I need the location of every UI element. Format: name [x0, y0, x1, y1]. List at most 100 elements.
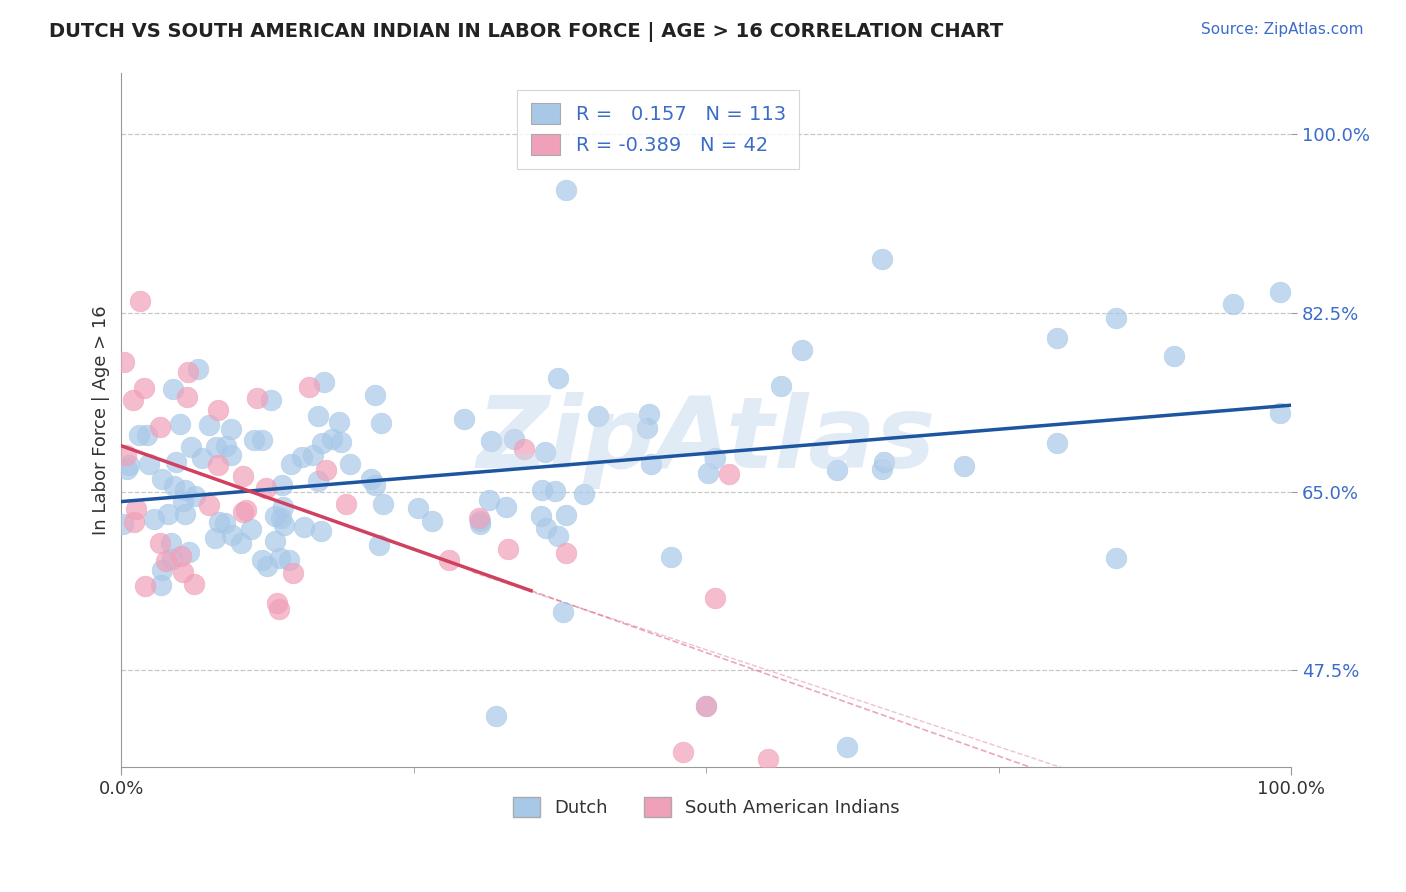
Point	[328, 415, 350, 429]
Point	[281, 566, 304, 580]
Point	[240, 523, 263, 537]
Point	[138, 457, 160, 471]
Point	[174, 507, 197, 521]
Point	[470, 514, 492, 528]
Point	[756, 752, 779, 766]
Point	[291, 450, 314, 464]
Point	[180, 440, 202, 454]
Point	[638, 407, 661, 421]
Point	[114, 449, 136, 463]
Point	[555, 183, 578, 197]
Point	[636, 421, 658, 435]
Point	[437, 553, 460, 567]
Point	[1222, 296, 1244, 310]
Point	[215, 439, 238, 453]
Point	[420, 514, 443, 528]
Point	[703, 591, 725, 606]
Point	[1163, 349, 1185, 363]
Point	[172, 493, 194, 508]
Point	[125, 502, 148, 516]
Point	[250, 553, 273, 567]
Point	[221, 528, 243, 542]
Point	[468, 511, 491, 525]
Point	[672, 745, 695, 759]
Point	[270, 511, 292, 525]
Text: DUTCH VS SOUTH AMERICAN INDIAN IN LABOR FORCE | AGE > 16 CORRELATION CHART: DUTCH VS SOUTH AMERICAN INDIAN IN LABOR …	[49, 22, 1004, 42]
Point	[263, 508, 285, 523]
Point	[294, 520, 316, 534]
Point	[485, 709, 508, 723]
Point	[309, 524, 332, 539]
Point	[183, 576, 205, 591]
Point	[149, 420, 172, 434]
Point	[112, 355, 135, 369]
Point	[547, 529, 569, 543]
Point	[174, 483, 197, 498]
Point	[260, 393, 283, 408]
Point	[953, 458, 976, 473]
Point	[128, 294, 150, 309]
Point	[232, 505, 254, 519]
Point	[267, 602, 290, 616]
Point	[478, 492, 501, 507]
Y-axis label: In Labor Force | Age > 16: In Labor Force | Age > 16	[93, 305, 110, 535]
Point	[553, 605, 575, 619]
Point	[163, 479, 186, 493]
Point	[235, 503, 257, 517]
Point	[544, 483, 567, 498]
Point	[301, 448, 323, 462]
Point	[117, 462, 139, 476]
Point	[207, 403, 229, 417]
Point	[118, 458, 141, 472]
Point	[536, 521, 558, 535]
Point	[205, 441, 228, 455]
Point	[254, 481, 277, 495]
Point	[191, 451, 214, 466]
Point	[271, 500, 294, 514]
Point	[311, 436, 333, 450]
Point	[277, 552, 299, 566]
Point	[124, 515, 146, 529]
Point	[197, 498, 219, 512]
Point	[134, 381, 156, 395]
Point	[696, 467, 718, 481]
Point	[572, 487, 595, 501]
Point	[1046, 436, 1069, 450]
Point	[264, 533, 287, 548]
Point	[266, 596, 288, 610]
Point	[152, 562, 174, 576]
Point	[219, 422, 242, 436]
Point	[134, 579, 156, 593]
Point	[232, 469, 254, 483]
Point	[335, 497, 357, 511]
Point	[373, 497, 395, 511]
Point	[496, 541, 519, 556]
Point	[695, 698, 717, 713]
Point	[142, 512, 165, 526]
Point	[367, 538, 389, 552]
Point	[172, 566, 194, 580]
Point	[406, 500, 429, 515]
Point	[160, 551, 183, 566]
Point	[273, 517, 295, 532]
Point	[165, 455, 187, 469]
Point	[128, 427, 150, 442]
Point	[555, 546, 578, 560]
Point	[792, 343, 814, 357]
Point	[157, 508, 180, 522]
Point	[208, 515, 231, 529]
Point	[198, 418, 221, 433]
Point	[555, 508, 578, 522]
Point	[162, 382, 184, 396]
Point	[150, 472, 173, 486]
Point	[219, 449, 242, 463]
Point	[169, 417, 191, 432]
Point	[155, 553, 177, 567]
Point	[307, 474, 329, 488]
Point	[243, 433, 266, 447]
Point	[1268, 285, 1291, 300]
Point	[1268, 406, 1291, 420]
Point	[177, 366, 200, 380]
Point	[825, 463, 848, 477]
Point	[363, 477, 385, 491]
